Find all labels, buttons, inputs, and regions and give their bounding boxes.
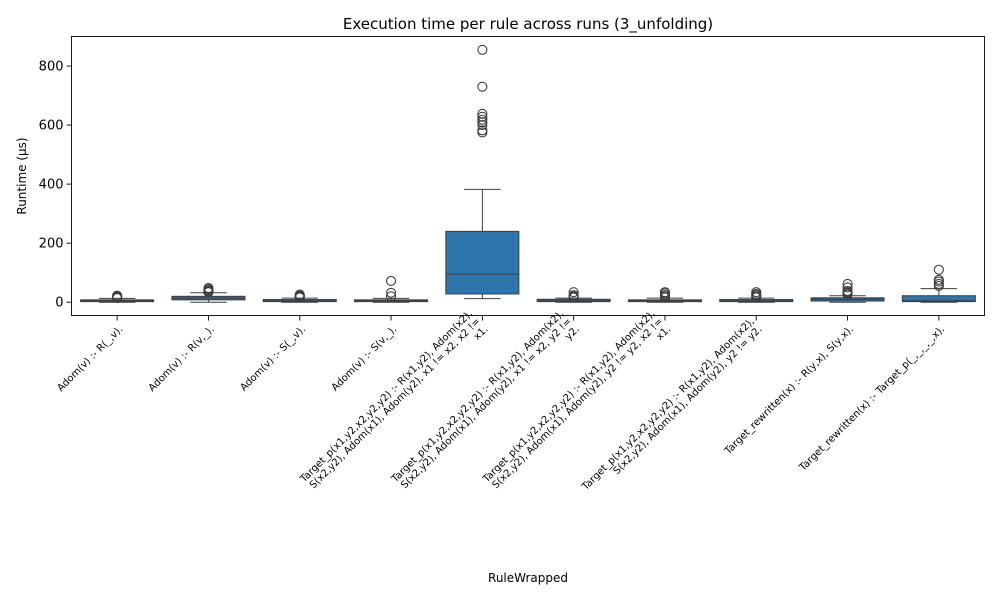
box-group bbox=[719, 287, 794, 303]
x-tick-label: Adom(v) :- R(_,v). bbox=[55, 324, 125, 394]
box-group bbox=[627, 287, 702, 303]
x-tick-label: Adom(v) :- S(v,_). bbox=[330, 324, 400, 394]
outlier-point bbox=[477, 120, 488, 131]
outlier-point bbox=[112, 290, 123, 301]
x-tick-label-line: Adom(v) :- R(v,_). bbox=[147, 324, 217, 394]
outlier-point bbox=[933, 264, 944, 275]
box-group bbox=[262, 289, 337, 303]
outlier-point bbox=[477, 125, 488, 136]
y-tick-label: 800 bbox=[39, 60, 64, 75]
outlier-point bbox=[477, 44, 488, 55]
outlier-point bbox=[933, 278, 944, 289]
iqr-box bbox=[901, 295, 976, 303]
x-tick-label: Target_rewritten(x) :- Target_p(_,_,_,_,… bbox=[797, 324, 947, 474]
box-group bbox=[80, 290, 155, 304]
outlier-point bbox=[477, 117, 488, 128]
outlier-point bbox=[933, 274, 944, 285]
outlier-point bbox=[385, 287, 397, 298]
y-tick-label: 0 bbox=[55, 296, 63, 311]
x-tick-label-line: S(x2,y2), Adom(x1), Adom(y2), x1 != x2, … bbox=[308, 316, 483, 491]
x-tick-label: Adom(v) :- S(_,v). bbox=[238, 324, 308, 394]
x-tick-label-line: Adom(v) :- R(_,v). bbox=[55, 324, 125, 394]
x-tick-label-line: Target_p(x1,y2,x2,y2,y2) :- R(x1,y2), Ad… bbox=[580, 316, 757, 493]
outlier-point bbox=[477, 81, 488, 92]
x-tick-label-line: S(x2,y2), Adom(x1), Adom(y2), y2 != y2, … bbox=[490, 316, 665, 491]
outlier-point bbox=[568, 287, 579, 298]
box-group bbox=[536, 287, 611, 303]
x-axis-label: RuleWrapped bbox=[488, 571, 568, 585]
outlier-point bbox=[842, 278, 853, 289]
y-tick-label: 400 bbox=[39, 178, 64, 193]
x-tick-label-line: Adom(v) :- S(v,_). bbox=[330, 324, 400, 394]
outlier-point bbox=[294, 289, 305, 300]
box-group bbox=[445, 44, 520, 300]
outlier-point bbox=[385, 291, 397, 302]
outlier-point bbox=[751, 287, 762, 298]
iqr-box bbox=[445, 230, 520, 295]
outlier-point bbox=[842, 285, 853, 297]
x-tick-label: Target_p(x1,y2,x2,y2,y2) :- R(x1,y2), Ad… bbox=[480, 308, 673, 501]
y-tick-label: 600 bbox=[39, 119, 64, 134]
outlier-point bbox=[659, 287, 671, 298]
plot-area bbox=[80, 44, 976, 304]
outlier-point bbox=[842, 282, 853, 293]
outlier-point bbox=[203, 282, 214, 294]
y-axis-label: Runtime (µs) bbox=[15, 137, 29, 214]
x-axis: Adom(v) :- R(_,v). Adom(v) :- R(v,_). Adom… bbox=[55, 308, 947, 501]
box-group bbox=[171, 282, 246, 303]
box-group bbox=[810, 278, 885, 303]
x-tick-label: Adom(v) :- R(v,_). bbox=[147, 324, 217, 394]
outlier-point bbox=[385, 275, 397, 287]
outlier-point bbox=[477, 108, 488, 119]
outlier-point bbox=[477, 114, 488, 125]
outlier-point bbox=[568, 290, 579, 301]
x-tick-label: Target_p(x1,y2,x2,y2,y2) :- R(x1,y2), Ad… bbox=[580, 316, 765, 501]
box-group bbox=[901, 264, 976, 303]
box-group bbox=[354, 275, 429, 303]
x-tick-label-line: S(x2,y2), Adom(x1), Adom(y2), x1 != x2, … bbox=[399, 316, 574, 491]
chart-title: Execution time per rule across runs (3_u… bbox=[343, 15, 713, 34]
outlier-point bbox=[477, 111, 488, 122]
x-tick-label-line: Target_rewritten(x) :- Target_p(_,_,_,_,… bbox=[797, 324, 947, 474]
x-tick-label-line: Adom(v) :- S(_,v). bbox=[238, 324, 308, 394]
plot-frame bbox=[71, 36, 985, 316]
y-tick-label: 200 bbox=[39, 237, 64, 252]
y-axis: 0 200 400 600 800 bbox=[39, 60, 72, 311]
